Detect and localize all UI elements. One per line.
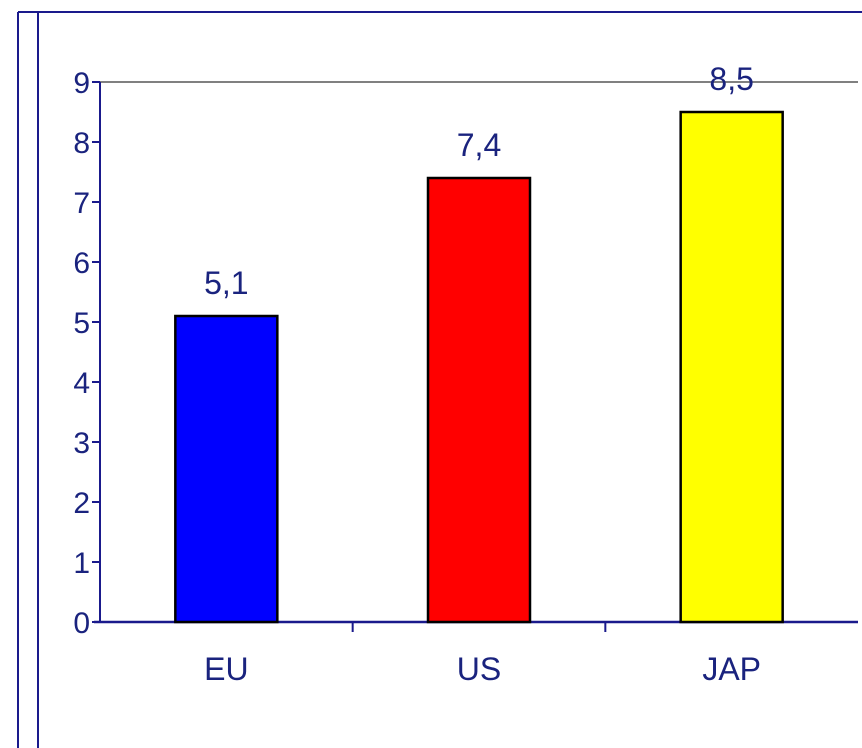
y-tick-label: 9 <box>73 67 90 100</box>
category-label-us: US <box>457 651 501 687</box>
y-tick-label: 2 <box>73 487 90 520</box>
y-tick-label: 3 <box>73 427 90 460</box>
bar-eu <box>174 314 279 624</box>
category-label-eu: EU <box>204 651 248 687</box>
y-tick-label: 0 <box>73 607 90 640</box>
bar-us <box>426 176 532 624</box>
bar-jap <box>679 110 784 624</box>
y-tick-label: 6 <box>73 247 90 280</box>
data-label-eu: 5,1 <box>204 265 248 301</box>
data-label-us: 7,4 <box>457 127 501 163</box>
y-tick-label: 5 <box>73 307 90 340</box>
y-tick-label: 4 <box>73 367 90 400</box>
y-tick-label: 7 <box>73 187 90 220</box>
category-label-jap: JAP <box>702 651 761 687</box>
data-label-jap: 8,5 <box>709 61 753 97</box>
y-tick-label: 1 <box>73 547 90 580</box>
y-tick-label: 8 <box>73 127 90 160</box>
